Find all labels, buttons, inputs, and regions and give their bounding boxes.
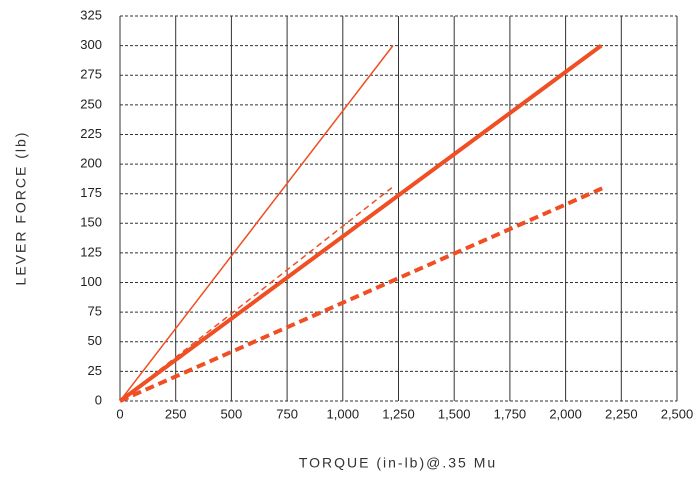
x-tick-label: 1,500: [438, 406, 471, 421]
y-tick-label: 225: [80, 126, 102, 141]
x-tick-label: 500: [221, 406, 243, 421]
x-tick-label: 2,500: [661, 406, 694, 421]
y-tick-label: 75: [88, 304, 102, 319]
y-tick-label: 175: [80, 185, 102, 200]
data-line: [119, 45, 394, 402]
x-tick-label: 1,750: [494, 406, 527, 421]
x-tick-label: 250: [165, 406, 187, 421]
y-tick-label: 0: [95, 392, 102, 407]
data-line: [119, 185, 605, 403]
x-tick-label: 2,000: [549, 406, 582, 421]
y-tick-label: 250: [80, 96, 102, 111]
data-line: [119, 187, 393, 402]
x-tick-label: 1,250: [382, 406, 415, 421]
y-tick-label: 325: [80, 7, 102, 22]
x-axis-title: TORQUE (in-lb)@.35 Mu: [299, 455, 497, 471]
y-tick-label: 200: [80, 156, 102, 171]
x-tick-label: 1,000: [327, 406, 360, 421]
y-tick-label: 25: [88, 363, 102, 378]
y-tick-label: 300: [80, 37, 102, 52]
y-tick-label: 100: [80, 274, 102, 289]
y-tick-label: 125: [80, 244, 102, 259]
y-tick-label: 50: [88, 333, 102, 348]
x-tick-label: 2,250: [605, 406, 638, 421]
x-tick-label: 0: [116, 406, 123, 421]
y-tick-label: 275: [80, 67, 102, 82]
data-line: [118, 44, 603, 403]
y-tick-label: 150: [80, 215, 102, 230]
x-tick-label: 750: [276, 406, 298, 421]
y-axis-title: LEVER FORCE (lb): [13, 131, 29, 286]
